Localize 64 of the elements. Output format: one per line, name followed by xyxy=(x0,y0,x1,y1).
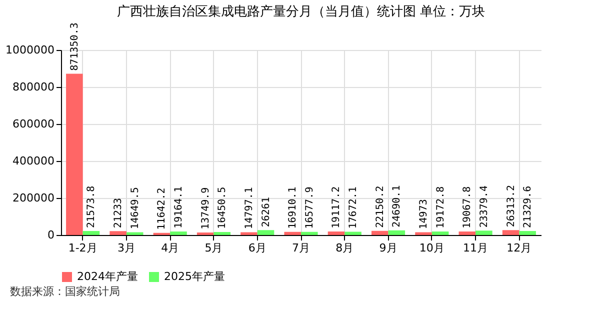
y-tick-label: 400000 xyxy=(12,154,54,168)
x-tick-label: 11月 xyxy=(463,242,488,254)
x-tick-label: 1-2月 xyxy=(68,242,98,254)
bar xyxy=(388,230,406,235)
x-tick-label: 4月 xyxy=(161,242,180,254)
data-label: 26313.2 xyxy=(506,184,517,228)
bar xyxy=(82,231,100,235)
bar xyxy=(240,232,258,235)
bar xyxy=(371,230,388,235)
data-label: 21573.8 xyxy=(86,186,98,228)
bar xyxy=(170,231,187,235)
data-label: 26261 xyxy=(260,197,272,228)
y-tick-label: 800000 xyxy=(12,80,54,94)
x-tick-label: 6月 xyxy=(248,242,266,254)
data-label: 22150.2 xyxy=(374,186,386,228)
bar xyxy=(126,232,144,235)
data-label: 21233 xyxy=(113,198,124,228)
source-note: 数据来源：国家统计局 xyxy=(10,284,121,299)
x-tick-label: 8月 xyxy=(336,242,354,254)
bar xyxy=(110,231,126,235)
data-label: 19067.8 xyxy=(462,186,474,228)
legend-label: 2025年产量 xyxy=(164,270,225,283)
data-label: 21329.6 xyxy=(522,186,534,228)
bar xyxy=(344,232,362,235)
data-label: 13749.9 xyxy=(200,187,212,230)
bar xyxy=(284,232,301,235)
bar xyxy=(301,232,318,235)
data-label: 16577.9 xyxy=(304,186,316,229)
y-tick-label: 1000000 xyxy=(6,44,54,56)
data-label: 16910.1 xyxy=(288,186,299,229)
data-label: 14797.1 xyxy=(244,187,255,230)
data-label: 23379.4 xyxy=(478,186,490,228)
y-tick-label: 0 xyxy=(48,228,54,242)
bar xyxy=(196,232,214,235)
data-label: 17672.1 xyxy=(348,186,360,229)
x-tick-label: 5月 xyxy=(204,242,223,254)
data-label: 14649.5 xyxy=(130,187,141,230)
bar xyxy=(257,230,274,235)
y-tick-label: 200000 xyxy=(12,192,54,204)
bar xyxy=(432,231,449,235)
bar xyxy=(519,231,536,235)
bar xyxy=(415,232,432,235)
data-label: 871350.3 xyxy=(69,22,80,71)
bar xyxy=(502,230,520,235)
data-label: 11642.2 xyxy=(156,188,168,230)
chart-title: 广西壮族自治区集成电路产量分月（当月值）统计图 单位：万块 xyxy=(116,4,486,20)
bar xyxy=(214,232,231,235)
bar xyxy=(458,231,476,235)
x-tick-label: 12月 xyxy=(506,242,532,254)
data-label: 24690.1 xyxy=(392,185,403,228)
data-label: 14973 xyxy=(418,199,430,230)
data-label: 19164.1 xyxy=(173,186,184,228)
x-tick-label: 3月 xyxy=(117,242,136,254)
data-label: 19172.8 xyxy=(435,186,446,228)
bar xyxy=(66,74,83,235)
y-tick-label: 600000 xyxy=(12,118,54,130)
x-tick-label: 10月 xyxy=(419,242,444,254)
data-label: 16450.5 xyxy=(217,186,228,229)
data-label: 19117.2 xyxy=(331,186,342,228)
bar xyxy=(328,231,345,235)
bar xyxy=(476,230,492,235)
x-tick-label: 7月 xyxy=(292,242,310,254)
legend-label: 2024年产量 xyxy=(77,270,138,283)
x-tick-label: 9月 xyxy=(379,242,398,254)
